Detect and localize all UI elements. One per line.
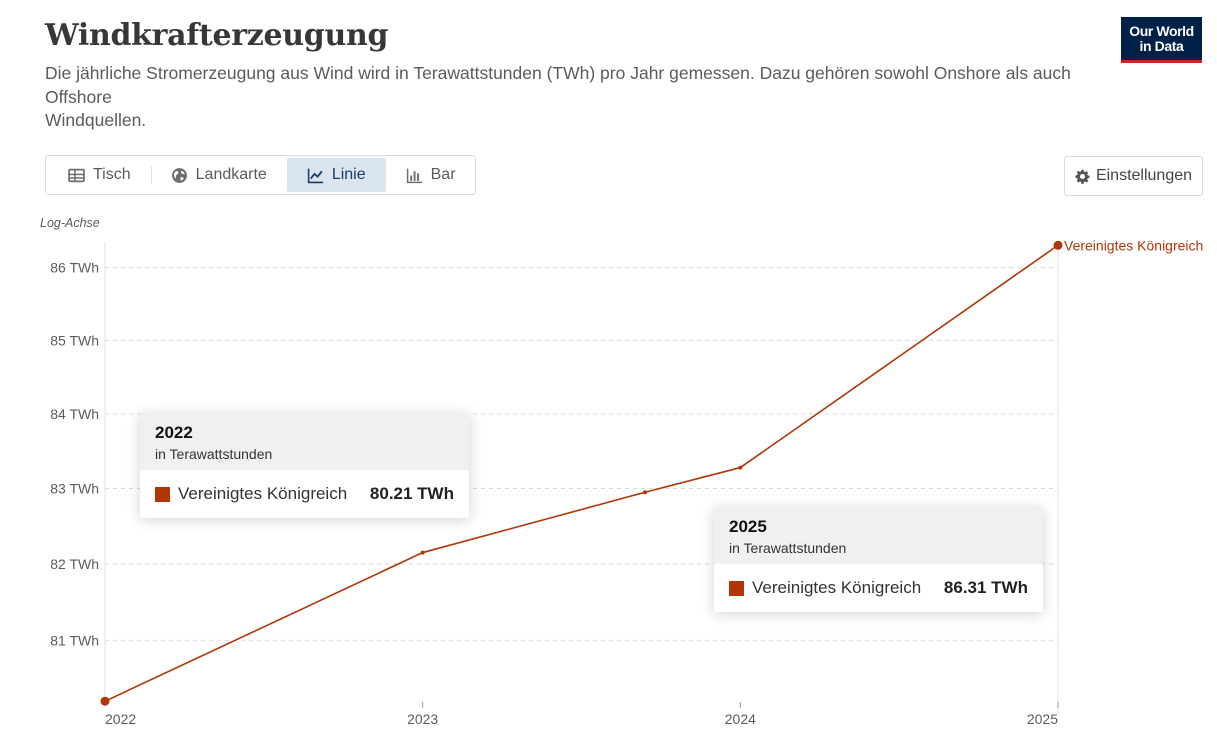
data-point: [100, 696, 110, 706]
subtitle-line-2: Windquellen.: [45, 110, 147, 130]
x-tick-label: 2023: [407, 711, 438, 727]
tab-table[interactable]: Tisch: [48, 158, 151, 192]
gear-icon: [1075, 169, 1090, 184]
bar-chart-icon: [406, 168, 422, 183]
data-point: [738, 465, 743, 470]
series-swatch: [729, 580, 744, 596]
tooltip-2025: 2025 in Terawattstunden Vereinigtes Köni…: [714, 507, 1043, 612]
chart-tab-bar: Tisch Landkarte Linie Bar: [45, 155, 476, 195]
data-point: [1053, 240, 1063, 250]
log-axis-note[interactable]: Log-Achse: [40, 216, 100, 230]
x-tick-label: 2022: [105, 711, 136, 727]
tab-line[interactable]: Linie: [286, 158, 386, 192]
tab-label: Landkarte: [195, 166, 267, 183]
tab-label: Linie: [331, 166, 366, 183]
tooltip-header: 2025 in Terawattstunden: [714, 507, 1043, 564]
tab-map[interactable]: Landkarte: [150, 158, 287, 192]
settings-button[interactable]: Einstellungen: [1064, 156, 1203, 196]
series-swatch: [155, 486, 170, 502]
globe-icon: [171, 167, 187, 183]
tooltip-value: 86.31 TWh: [943, 578, 1028, 597]
tooltip-row: Vereinigtes Königreich 86.31 TWh: [714, 564, 1043, 612]
tooltip-unit: in Terawattstunden: [155, 446, 273, 462]
data-point: [420, 550, 425, 555]
logo-line-2: in Data: [1139, 38, 1184, 54]
tooltip-value: 80.21 TWh: [369, 484, 454, 503]
logo-line-1: Our World: [1129, 23, 1194, 39]
y-tick-label: 86 TWh: [50, 260, 99, 276]
y-tick-label: 83 TWh: [50, 481, 99, 497]
owid-logo[interactable]: Our World in Data: [1121, 17, 1202, 63]
tooltip-header: 2022 in Terawattstunden: [140, 413, 469, 470]
tooltip-unit: in Terawattstunden: [729, 540, 847, 556]
table-icon: [68, 168, 85, 182]
page-title: Windkrafterzeugung: [45, 18, 389, 53]
subtitle-line-1: Die jährliche Stromerzeugung aus Wind wi…: [45, 63, 1071, 107]
data-point: [643, 490, 648, 495]
tooltip-year: 2022: [155, 423, 193, 442]
tooltip-year: 2025: [729, 517, 767, 536]
tab-label: Bar: [430, 166, 456, 183]
x-tick-label: 2024: [725, 711, 756, 727]
series-end-label: Vereinigtes Königreich: [1064, 237, 1203, 253]
tooltip-series-name: Vereinigtes Königreich: [178, 484, 348, 503]
y-tick-label: 81 TWh: [50, 632, 99, 648]
tab-label: Tisch: [93, 166, 131, 183]
y-tick-label: 85 TWh: [50, 332, 99, 348]
tooltip-series-name: Vereinigtes Königreich: [752, 578, 922, 597]
page-subtitle: Die jährliche Stromerzeugung aus Wind wi…: [45, 62, 1135, 133]
settings-label: Einstellungen: [1095, 167, 1193, 184]
tab-bar[interactable]: Bar: [386, 158, 476, 192]
y-tick-label: 82 TWh: [50, 556, 99, 572]
x-tick-label: 2025: [1027, 711, 1058, 727]
tooltip-row: Vereinigtes Königreich 80.21 TWh: [140, 470, 469, 518]
y-tick-label: 84 TWh: [50, 406, 99, 422]
line-chart-icon: [307, 168, 323, 183]
tooltip-2022: 2022 in Terawattstunden Vereinigtes Köni…: [140, 413, 469, 518]
